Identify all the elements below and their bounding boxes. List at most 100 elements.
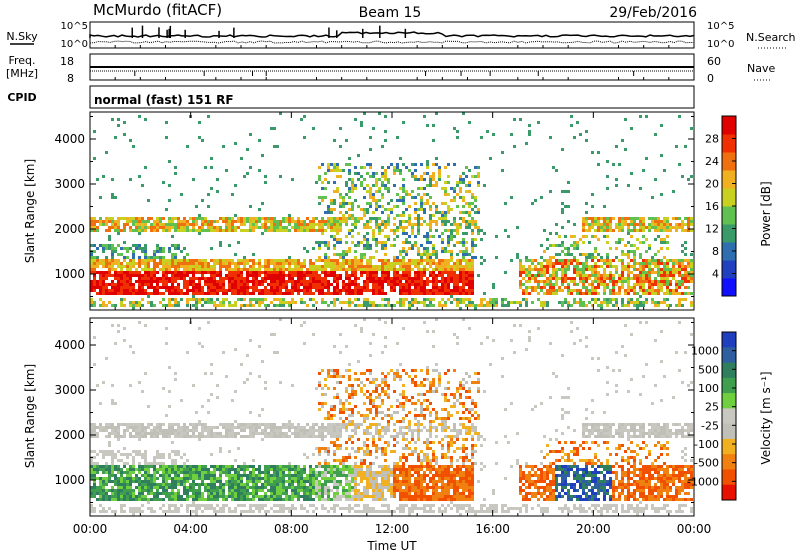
power-cell xyxy=(603,301,606,304)
velocity-cell xyxy=(165,465,168,468)
power-cell xyxy=(393,271,396,274)
power-cell xyxy=(426,280,429,283)
velocity-cell xyxy=(147,489,150,492)
velocity-cell xyxy=(231,399,234,402)
velocity-cell xyxy=(261,429,264,432)
power-cell xyxy=(651,298,654,301)
velocity-cell xyxy=(162,474,165,477)
power-cell xyxy=(222,292,225,295)
power-cell xyxy=(633,283,636,286)
power-cell xyxy=(456,130,459,133)
power-cell xyxy=(450,268,453,271)
velocity-cell xyxy=(117,471,120,474)
power-cell xyxy=(597,271,600,274)
power-cell xyxy=(153,289,156,292)
power-cell xyxy=(252,262,255,265)
power-cell xyxy=(138,229,141,232)
power-cell xyxy=(531,301,534,304)
power-cell xyxy=(336,283,339,286)
power-cell xyxy=(342,289,345,292)
power-cell xyxy=(657,250,660,253)
velocity-cell xyxy=(156,456,159,459)
velocity-cell xyxy=(219,510,222,513)
power-cell xyxy=(435,163,438,166)
velocity-cell xyxy=(222,492,225,495)
power-cell xyxy=(216,298,219,301)
power-cell xyxy=(402,163,405,166)
power-cell xyxy=(93,220,96,223)
power-cell xyxy=(462,271,465,274)
power-cell xyxy=(108,262,111,265)
velocity-cell xyxy=(132,513,135,516)
velocity-cell xyxy=(255,429,258,432)
power-cell xyxy=(201,277,204,280)
power-cell xyxy=(393,289,396,292)
velocity-cell xyxy=(222,483,225,486)
power-cell xyxy=(504,304,507,307)
velocity-cell xyxy=(186,495,189,498)
power-cell xyxy=(372,256,375,259)
power-cell xyxy=(321,241,324,244)
power-cell xyxy=(432,247,435,250)
power-cell xyxy=(303,274,306,277)
power-cell xyxy=(336,268,339,271)
power-cell xyxy=(147,226,150,229)
power-cell xyxy=(603,226,606,229)
power-cell xyxy=(336,238,339,241)
velocity-cell xyxy=(165,414,168,417)
power-cell xyxy=(534,259,537,262)
power-cell xyxy=(348,214,351,217)
velocity-cell xyxy=(171,492,174,495)
power-cell xyxy=(429,181,432,184)
velocity-cell xyxy=(252,474,255,477)
power-cell xyxy=(357,244,360,247)
power-cell xyxy=(612,292,615,295)
power-cell xyxy=(642,280,645,283)
power-cell xyxy=(231,271,234,274)
power-cell xyxy=(471,223,474,226)
velocity-cell xyxy=(93,507,96,510)
velocity-cell xyxy=(153,480,156,483)
power-cell xyxy=(588,217,591,220)
velocity-cell xyxy=(123,504,126,507)
velocity-cell xyxy=(237,474,240,477)
power-cell xyxy=(423,259,426,262)
velocity-cell xyxy=(240,474,243,477)
velocity-cell xyxy=(135,495,138,498)
power-cell xyxy=(570,262,573,265)
velocity-cell xyxy=(156,492,159,495)
velocity-cell xyxy=(189,486,192,489)
power-cell xyxy=(549,274,552,277)
velocity-cell xyxy=(162,423,165,426)
power-cell xyxy=(336,259,339,262)
power-cell xyxy=(339,301,342,304)
velocity-cell xyxy=(177,477,180,480)
power-cell xyxy=(354,187,357,190)
power-cell xyxy=(624,280,627,283)
power-cell xyxy=(474,304,477,307)
velocity-cell xyxy=(231,483,234,486)
power-cell xyxy=(363,289,366,292)
power-cell xyxy=(342,259,345,262)
power-cell xyxy=(207,283,210,286)
power-cell xyxy=(327,280,330,283)
power-cell xyxy=(627,271,630,274)
power-cell xyxy=(471,238,474,241)
velocity-cell xyxy=(213,435,216,438)
velocity-cell xyxy=(147,474,150,477)
power-cell xyxy=(300,283,303,286)
power-cell xyxy=(129,262,132,265)
power-cell xyxy=(435,157,438,160)
power-cell xyxy=(564,265,567,268)
power-cell xyxy=(654,253,657,256)
velocity-cell xyxy=(111,468,114,471)
power-cell xyxy=(111,253,114,256)
power-cell xyxy=(102,304,105,307)
power-cell xyxy=(438,304,441,307)
power-cell xyxy=(648,277,651,280)
power-cell xyxy=(174,262,177,265)
velocity-cell xyxy=(159,498,162,501)
velocity-cell xyxy=(120,492,123,495)
power-cell xyxy=(525,289,528,292)
power-cell xyxy=(303,280,306,283)
